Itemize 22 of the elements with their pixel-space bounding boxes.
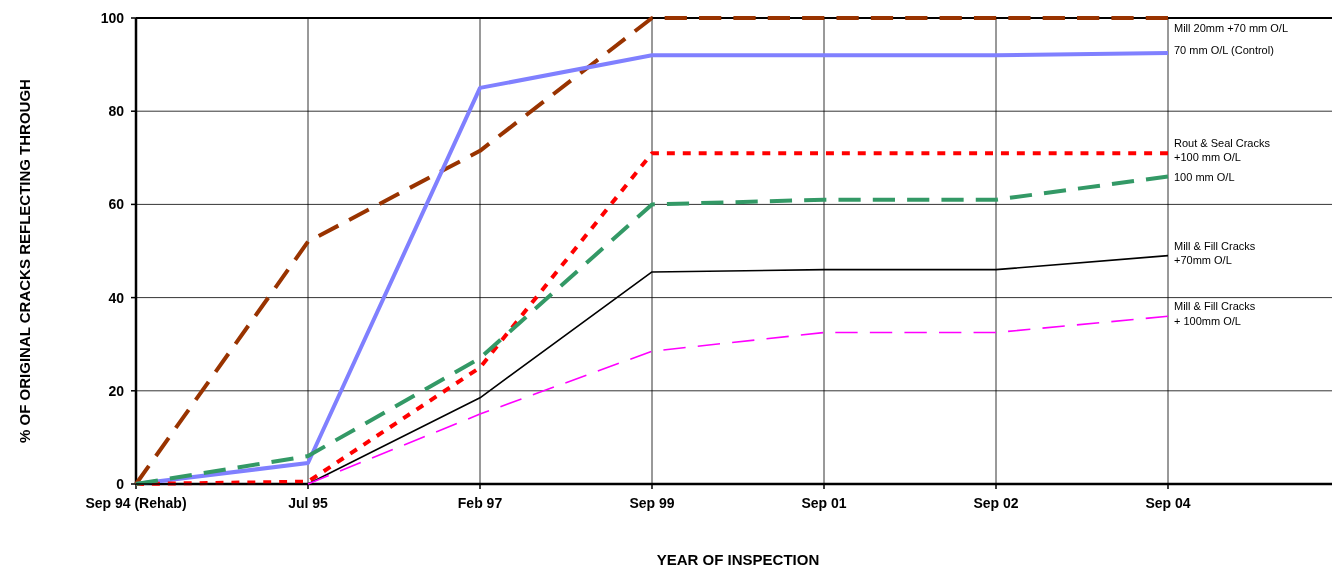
x-tick-label: Sep 04: [1145, 495, 1191, 511]
series-label: Rout & Seal Cracks +100 mm O/L: [1174, 137, 1271, 164]
y-tick-label: 0: [116, 475, 125, 492]
y-tick-label: 80: [108, 103, 125, 120]
x-tick-label: Sep 02: [973, 495, 1019, 511]
x-tick-label: Sep 94 (Rehab): [85, 495, 187, 511]
series-label: 70 mm O/L (Control): [1174, 44, 1274, 57]
series-label: Mill 20mm +70 mm O/L: [1174, 22, 1288, 34]
y-tick-label: 40: [108, 289, 125, 306]
x-tick-label: Jul 95: [288, 495, 329, 511]
series-label: Mill & Fill Cracks + 100mm O/L: [1174, 300, 1256, 327]
series-label: Mill & Fill Cracks +70mm O/L: [1174, 239, 1256, 266]
y-tick-label: 20: [108, 382, 125, 399]
x-tick-label: Sep 99: [629, 495, 675, 511]
line-series: [307, 315, 1169, 485]
x-tick-label: Feb 97: [457, 495, 503, 511]
y-tick-label: 60: [108, 196, 125, 213]
y-tick-label: 100: [100, 9, 125, 26]
x-axis-title: YEAR OF INSPECTION: [656, 551, 820, 568]
y-axis-title: % OF ORIGINAL CRACKS REFLECTING THROUGH: [16, 79, 33, 443]
x-tick-label: Sep 01: [801, 495, 847, 511]
series-label: 100 mm O/L: [1174, 171, 1235, 184]
